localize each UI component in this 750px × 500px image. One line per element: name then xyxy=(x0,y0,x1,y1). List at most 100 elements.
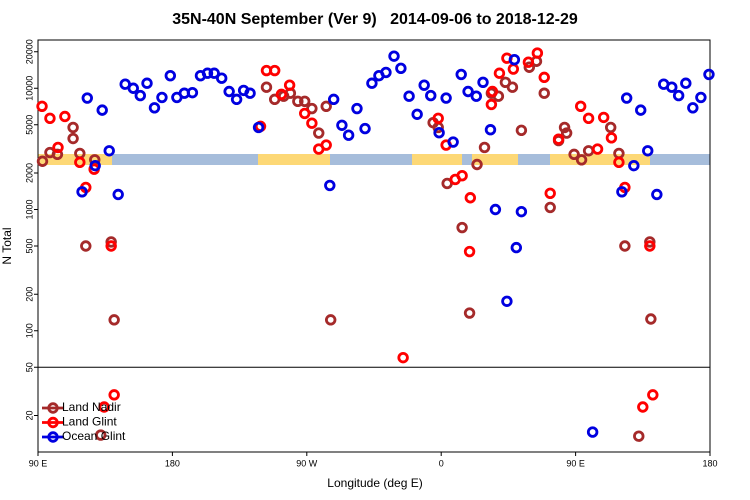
point xyxy=(544,201,556,214)
point xyxy=(108,314,120,326)
point xyxy=(628,159,640,172)
point xyxy=(464,192,477,204)
point xyxy=(672,89,685,102)
point xyxy=(252,121,265,134)
point xyxy=(486,85,499,98)
point xyxy=(105,240,117,252)
y-tick-label: 10000 xyxy=(24,76,34,101)
point xyxy=(306,117,318,129)
point xyxy=(644,240,656,252)
y-tick-label: 20000 xyxy=(24,39,34,64)
point xyxy=(67,132,79,145)
point xyxy=(447,136,459,148)
point xyxy=(470,90,482,102)
legend-marker xyxy=(47,416,59,429)
y-tick-label: 20 xyxy=(24,410,34,420)
point xyxy=(324,314,337,326)
point xyxy=(215,72,228,84)
point xyxy=(582,112,595,125)
legend-label: Land Nadir xyxy=(62,400,121,414)
point xyxy=(52,141,64,154)
point xyxy=(613,147,625,160)
point xyxy=(366,77,378,89)
chart-title: 35N-40N September (Ver 9) 2014-09-06 to … xyxy=(172,11,578,28)
point xyxy=(351,102,363,115)
land-band xyxy=(472,154,518,165)
point xyxy=(105,236,117,248)
point xyxy=(506,81,519,93)
point xyxy=(642,145,654,157)
point xyxy=(36,155,49,167)
point xyxy=(397,351,409,364)
point xyxy=(484,124,497,136)
y-tick-label: 200 xyxy=(24,287,34,302)
legend-label: Ocean Glint xyxy=(62,429,126,443)
legend-marker xyxy=(47,431,59,443)
point xyxy=(695,91,707,104)
point xyxy=(462,85,474,98)
y-tick-label: 50 xyxy=(24,362,34,372)
point xyxy=(604,121,617,134)
point xyxy=(403,90,415,102)
point xyxy=(230,93,243,106)
point xyxy=(651,188,663,201)
point xyxy=(98,401,110,413)
point xyxy=(620,92,633,104)
point xyxy=(538,87,550,99)
point xyxy=(74,156,86,169)
point xyxy=(186,86,199,99)
point xyxy=(493,67,506,79)
x-tick-label: 0 xyxy=(439,458,444,468)
point xyxy=(268,64,281,77)
point xyxy=(531,47,544,59)
point xyxy=(292,95,304,108)
point xyxy=(201,67,214,79)
point xyxy=(223,85,235,98)
ocean-band xyxy=(38,154,710,165)
point xyxy=(586,426,599,438)
point xyxy=(164,69,177,82)
surface-band xyxy=(38,154,710,165)
point xyxy=(76,186,88,198)
point xyxy=(433,126,445,139)
point xyxy=(418,79,430,91)
y-tick-label: 100 xyxy=(24,323,34,338)
point xyxy=(637,401,649,413)
y-axis-label: N Total xyxy=(0,227,14,264)
point xyxy=(508,53,521,66)
point xyxy=(680,77,692,89)
point xyxy=(456,221,468,234)
point xyxy=(96,104,108,116)
point xyxy=(327,93,340,106)
point xyxy=(478,141,491,154)
point xyxy=(336,119,348,131)
point xyxy=(80,240,92,252)
point xyxy=(324,179,336,192)
point xyxy=(582,145,595,157)
point xyxy=(574,100,587,112)
point xyxy=(507,63,520,75)
point xyxy=(432,112,444,125)
point xyxy=(501,295,513,307)
point xyxy=(112,188,124,201)
point xyxy=(644,236,656,248)
point xyxy=(108,389,120,401)
point xyxy=(67,121,79,134)
point xyxy=(471,158,483,171)
point xyxy=(425,89,437,102)
point xyxy=(687,102,699,114)
point xyxy=(51,148,64,161)
x-tick-label: 180 xyxy=(165,458,180,468)
point xyxy=(95,429,107,441)
point xyxy=(463,307,476,319)
point xyxy=(613,156,625,169)
point xyxy=(523,61,536,73)
point xyxy=(647,389,659,401)
point xyxy=(489,203,502,216)
point xyxy=(275,88,288,101)
point xyxy=(148,102,161,114)
point xyxy=(208,67,220,79)
point xyxy=(127,82,139,94)
point xyxy=(558,121,571,134)
point xyxy=(455,68,467,81)
